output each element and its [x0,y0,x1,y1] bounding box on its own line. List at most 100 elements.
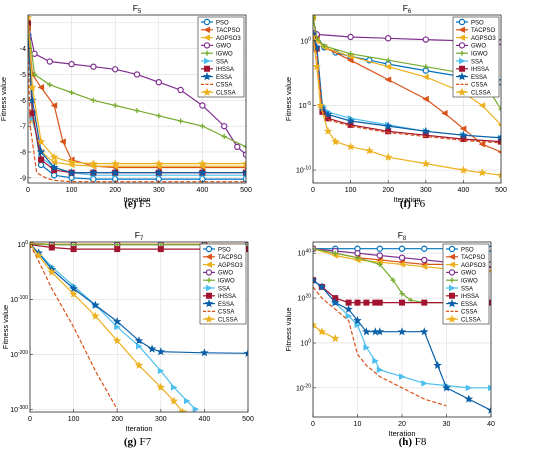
data-point-ssa [399,373,406,380]
data-point-igwo [313,246,316,252]
x-axis-label: Iteration [388,429,415,438]
data-point-ssa [488,384,491,392]
data-point-ssa [345,312,353,320]
legend-marker [204,299,214,308]
data-point-clssa [28,82,37,92]
data-point-essa [112,316,122,326]
legend-marker [204,50,210,56]
data-point-gwo [111,66,119,73]
x-tick-label: 30 [443,421,451,428]
data-point-tacpso [459,125,467,132]
data-point-clssa [89,158,98,168]
data-point-essa [198,168,207,177]
data-point-tacpso [497,150,501,154]
data-point-gwo [199,102,206,109]
data-point-gwo [398,254,406,261]
data-point-ssa [170,384,178,391]
legend-label: IGWO [218,279,235,285]
legend-label: CLSSA [218,318,238,324]
data-point-clssa [49,152,59,161]
data-point-clssa [154,158,164,168]
x-tick-label: 500 [242,416,254,423]
x-tick-label: 400 [197,187,209,194]
legend-marker [448,261,455,268]
legend-label: ESSA [461,302,477,308]
chart-title: F6 [403,3,412,15]
y-axis-label: Fitness value [284,307,293,351]
legend-label: PSO [461,247,474,253]
data-point-gwo [46,58,54,65]
data-point-clssa [30,242,35,248]
data-point-igwo [377,261,383,268]
data-point-igwo [385,57,391,63]
data-point-essa [486,405,491,414]
data-point-agpso3 [384,63,392,70]
data-point-pso [421,245,428,252]
legend-marker [204,57,211,65]
chart-title: F8 [398,230,407,242]
data-point-essa [243,348,248,357]
legend-label: CSSA [471,83,487,89]
series-line-clssa [313,36,501,176]
series-clssa [30,242,187,412]
legend-marker [459,57,466,65]
y-tick-label: 10-20 [296,383,311,392]
series-cssa [28,48,246,183]
legend-marker [206,277,212,283]
legend-marker [203,42,211,49]
data-point-tacpso [59,138,66,145]
data-point-igwo [178,118,184,124]
x-tick-label: 0 [311,187,315,194]
data-point-essa [313,275,318,284]
data-point-ihssa [48,244,55,251]
legend-label: AGPSO3 [216,36,241,42]
legend-marker [448,245,456,253]
x-tick-label: 400 [199,416,211,423]
data-point-clssa [34,251,43,260]
legend-label: CLSSA [216,91,236,97]
data-point-igwo [423,64,429,70]
x-tick-label: 300 [155,416,167,423]
data-point-essa [241,168,246,177]
legend-label: IGWO [216,52,233,58]
data-point-igwo [348,51,354,57]
data-point-igwo [354,255,361,261]
data-point-clssa [67,157,76,166]
data-point-ihssa [70,246,77,253]
legend-label: ESSA [218,302,234,308]
x-tick-label: 500 [240,187,252,194]
data-point-clssa [69,289,78,298]
legend-marker [457,87,467,96]
legend-label: IGWO [461,279,478,285]
data-point-essa [397,327,407,336]
data-point-agpso3 [487,269,491,273]
data-point-ihssa [421,299,428,306]
legend-label: IHSSA [471,67,489,73]
data-point-tacpso [441,109,448,117]
panel-caption-e: (e) F5 [124,198,151,210]
data-point-clssa [110,158,120,168]
data-point-ssa [354,321,361,329]
y-axis-label: Fitness value [284,77,293,121]
legend-marker [458,26,465,34]
data-point-gwo [421,256,428,264]
y-tick-label: -7 [20,124,26,131]
chart-panel-1: 0 100 200 300 400 500 -9 -8 -7 -6 -5 -4 Iteration Fit… [0,3,252,204]
legend-label: TACPSO [461,255,486,261]
legend-marker [203,26,210,34]
data-point-essa [362,327,371,336]
legend-marker [458,34,465,41]
legend-marker [202,87,212,96]
y-tick-label: -8 [20,149,26,156]
x-tick-label: 200 [111,416,123,423]
x-tick-label: 400 [458,187,470,194]
legend-label: CSSA [461,310,477,316]
data-point-essa [421,126,431,135]
data-point-clssa [156,382,166,391]
legend-marker [459,65,465,72]
legend-marker [204,314,214,323]
legend-label: IHSSA [216,67,234,73]
legend-marker [449,292,455,299]
